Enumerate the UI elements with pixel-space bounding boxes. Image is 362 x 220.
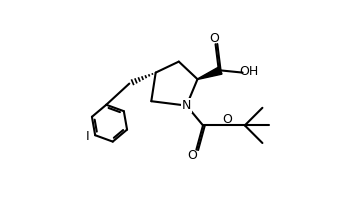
Text: O: O (222, 113, 232, 126)
Polygon shape (197, 67, 222, 79)
Text: O: O (209, 32, 219, 45)
Text: I: I (86, 130, 90, 143)
Text: N: N (182, 99, 191, 112)
Text: O: O (188, 148, 197, 162)
Text: OH: OH (239, 65, 258, 78)
